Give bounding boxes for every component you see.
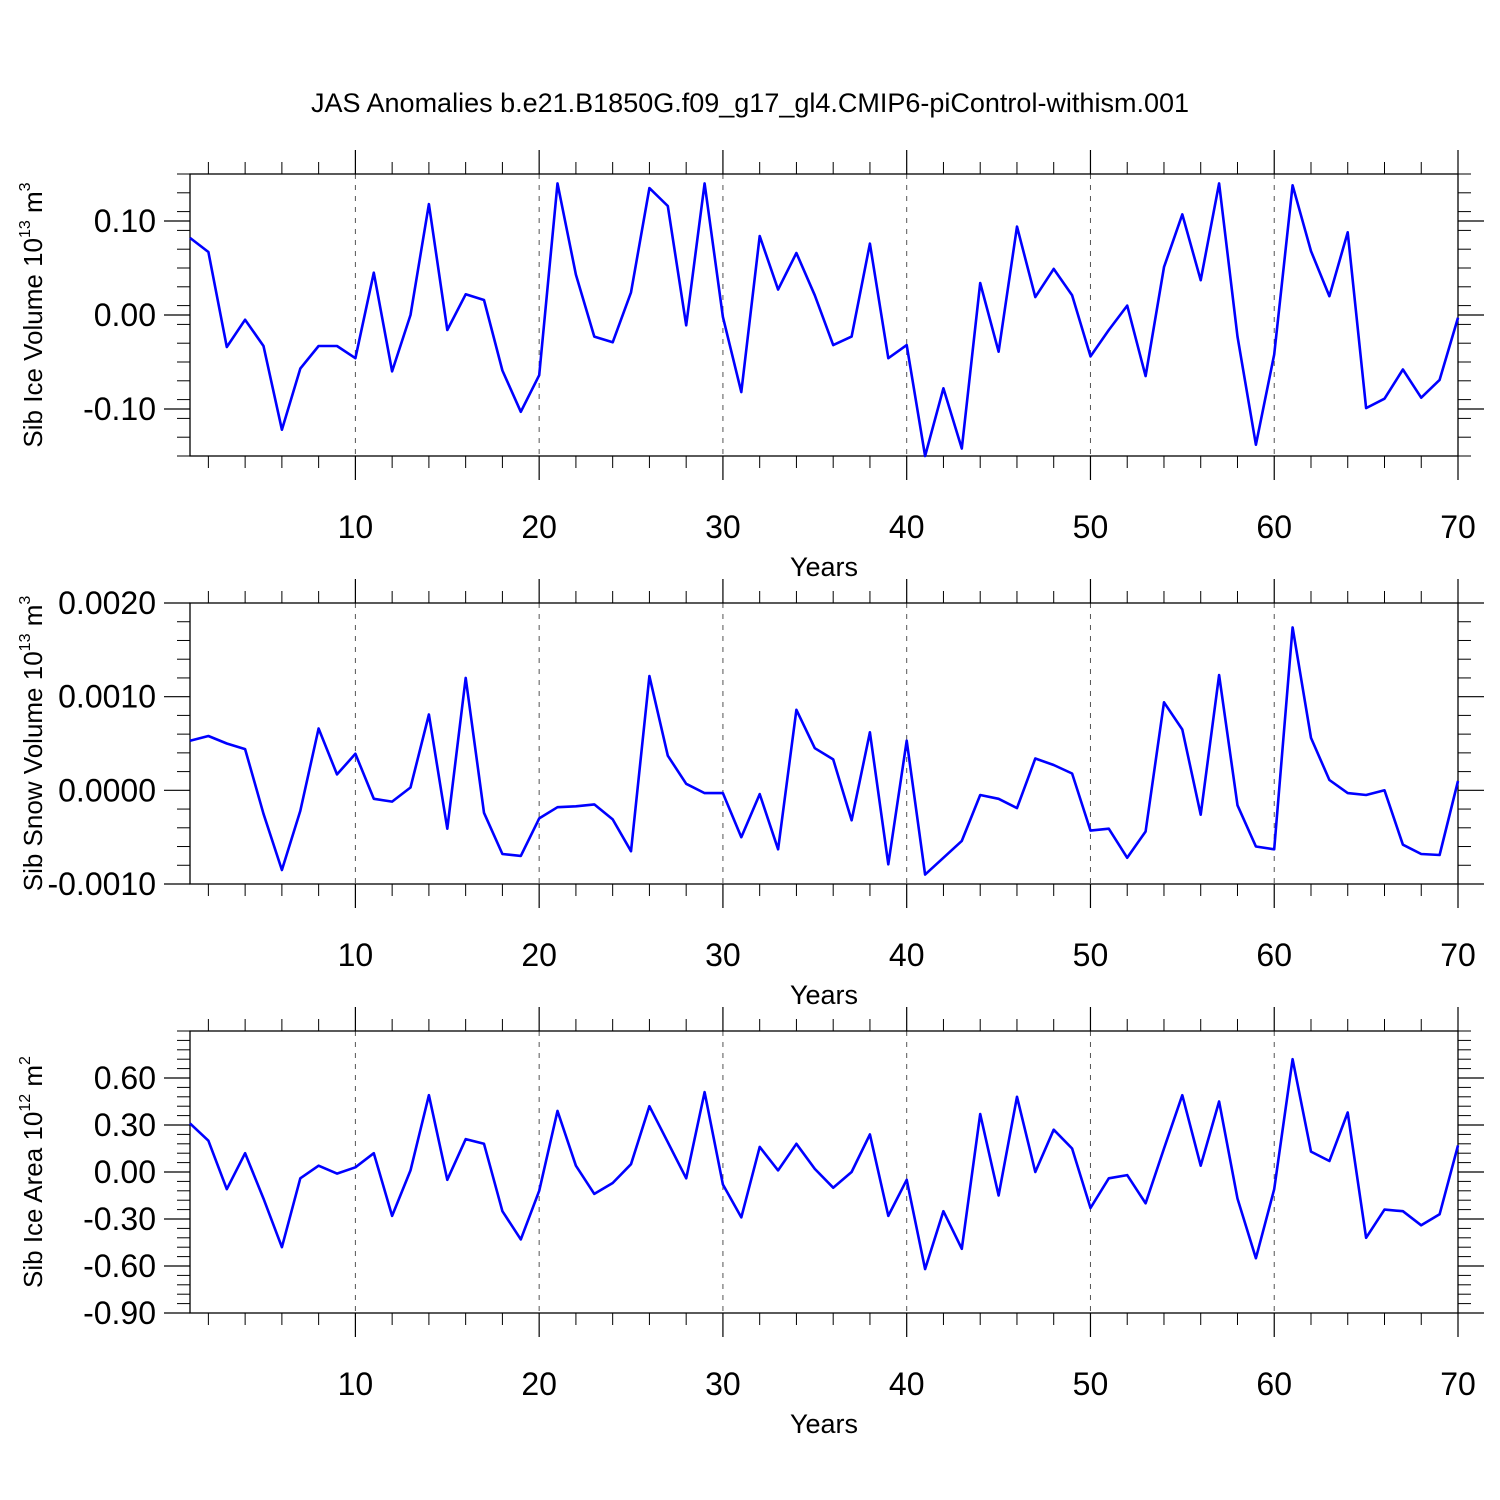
panel-1: 0.10 0.00 -0.10 10 20 30 40 50 60 70 Years Sib Ice … (17, 150, 1484, 582)
y-axis-label-part: 3 (17, 182, 34, 191)
x-tick-label: 10 (338, 509, 374, 545)
x-tick-label: 20 (521, 1366, 557, 1402)
x-tick-label: 50 (1073, 1366, 1109, 1402)
x-tick-label: 70 (1440, 509, 1476, 545)
y-tick-label: 0.0010 (58, 679, 156, 715)
y-axis-label-part: 12 (17, 1094, 34, 1112)
y-axis-label-part: m (18, 1065, 48, 1094)
plot-frame (189, 173, 1459, 457)
x-tick-label: 20 (521, 509, 557, 545)
series-line (189, 626, 1460, 876)
y-tick-label: 0.00 (94, 297, 156, 333)
x-tick-label: 10 (338, 937, 374, 973)
series-line (189, 182, 1460, 458)
chart-title: JAS Anomalies b.e21.B1850G.f09_g17_gl4.C… (311, 88, 1189, 118)
y-tick-label: -0.60 (83, 1248, 156, 1284)
x-tick-label: 50 (1073, 937, 1109, 973)
y-axis-label-part: m (18, 191, 48, 220)
y-tick-label: -0.90 (83, 1295, 156, 1331)
y-axis-label-part: 3 (17, 596, 34, 605)
x-tick-label: 50 (1073, 509, 1109, 545)
x-tick-label: 70 (1440, 1366, 1476, 1402)
y-axis-label-part: Sib Ice Volume 10 (18, 238, 48, 448)
y-tick-label: 0.0000 (58, 772, 156, 808)
y-axis-label: Sib Ice Volume 1013 m3 (17, 182, 48, 447)
y-axis-label-part: Sib Ice Area 10 (18, 1112, 48, 1288)
panel-2: 0.0020 0.0010 0.0000 -0.0010 10 20 30 40 50 60 70 Y… (17, 579, 1484, 1010)
x-axis-label: Years (790, 552, 858, 582)
y-axis-label-part: 13 (17, 220, 34, 238)
y-tick-label: 0.0020 (58, 585, 156, 621)
y-tick-label: -0.0010 (47, 866, 156, 902)
y-axis-label-part: 13 (17, 633, 34, 651)
x-tick-label: 70 (1440, 937, 1476, 973)
y-tick-label: -0.10 (83, 391, 156, 427)
series-line (189, 1057, 1460, 1271)
y-tick-label: 0.30 (94, 1107, 156, 1143)
x-tick-label: 40 (889, 1366, 925, 1402)
y-tick-label: -0.30 (83, 1201, 156, 1237)
y-axis-label-part: Sib Snow Volume 10 (18, 651, 48, 891)
y-tick-label: 0.10 (94, 203, 156, 239)
x-axis-label: Years (790, 980, 858, 1010)
x-tick-label: 30 (705, 1366, 741, 1402)
y-axis-label: Sib Ice Area 1012 m2 (17, 1056, 48, 1288)
y-axis-label-part: 2 (17, 1056, 34, 1065)
x-tick-label: 40 (889, 509, 925, 545)
x-tick-label: 40 (889, 937, 925, 973)
x-tick-label: 60 (1256, 509, 1292, 545)
x-tick-label: 60 (1256, 1366, 1292, 1402)
x-tick-label: 20 (521, 937, 557, 973)
y-tick-label: 0.00 (94, 1154, 156, 1190)
y-axis-label: Sib Snow Volume 1013 m3 (17, 596, 48, 892)
x-axis-label: Years (790, 1409, 858, 1439)
x-tick-label: 30 (705, 509, 741, 545)
x-tick-label: 10 (338, 1366, 374, 1402)
y-tick-label: 0.60 (94, 1060, 156, 1096)
y-axis-label-part: m (18, 605, 48, 634)
plot-frame (189, 602, 1459, 885)
x-tick-label: 30 (705, 937, 741, 973)
x-tick-label: 60 (1256, 937, 1292, 973)
panel-3: 0.60 0.30 0.00 -0.30 -0.60 -0.90 10 20 30 40 50 60 7… (17, 1007, 1484, 1439)
